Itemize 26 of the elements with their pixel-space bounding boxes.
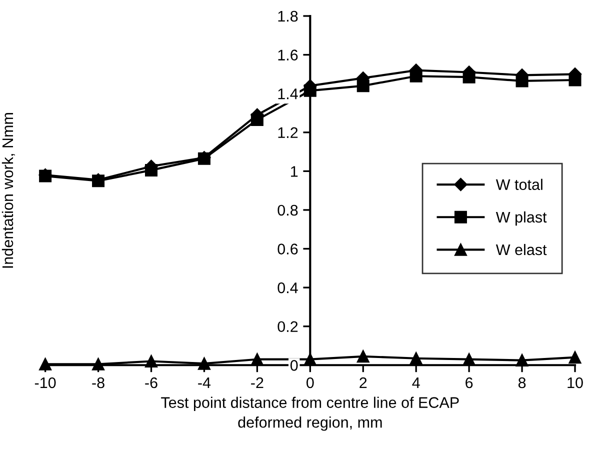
x-tick-label: -4: [198, 378, 211, 388]
y-axis-title: Indentation work, Nmm: [2, 113, 15, 268]
x-tick-label: -6: [145, 377, 158, 388]
legend-label: W plast: [496, 211, 547, 226]
y-tick-label: 1.4: [278, 88, 298, 100]
y-tick-label: 1.6: [278, 50, 298, 60]
x-tick-label: 4: [412, 378, 420, 388]
x-tick-label: 10: [568, 377, 583, 388]
x-tick-label: 8: [518, 377, 526, 388]
x-tick-label: -10: [34, 377, 56, 388]
y-tick-label: 0: [290, 360, 298, 371]
x-tick-label: 6: [466, 377, 473, 388]
x-axis-title: Test point distance from centre line of ECAP deformed region, mm: [161, 396, 459, 431]
y-tick-label: 0.2: [278, 321, 298, 332]
y-tick-label: 1.2: [278, 127, 298, 138]
y-tick-label: 1.8: [278, 10, 298, 22]
legend-label: W total: [496, 178, 542, 190]
y-tick-label: 0.6: [278, 244, 298, 254]
y-tick-label: 1: [291, 166, 298, 177]
x-tick-label: 0: [306, 377, 314, 388]
x-tick-label: -8: [92, 377, 104, 388]
y-tick-label: 0.4: [278, 282, 298, 294]
x-tick-label: 2: [360, 377, 367, 388]
legend-label: W elast: [496, 244, 547, 256]
x-tick-label: -2: [251, 377, 264, 388]
y-tick-label: 0.8: [278, 204, 298, 216]
